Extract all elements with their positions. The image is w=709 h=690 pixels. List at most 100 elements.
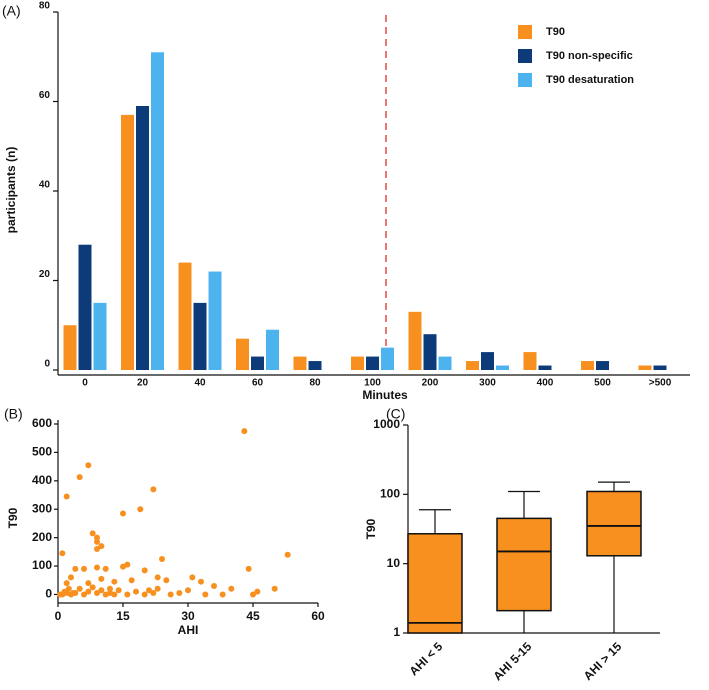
x-tick-label: AHI > 15 <box>581 639 625 683</box>
legend-label: T90 <box>546 26 565 38</box>
point <box>284 551 291 558</box>
point <box>241 428 248 435</box>
point <box>89 530 96 537</box>
panel-label: (A) <box>2 3 21 19</box>
point <box>219 591 226 598</box>
x-axis-title: AHI <box>178 623 199 637</box>
legend-label: T90 desaturation <box>546 74 634 86</box>
point <box>124 591 131 598</box>
x-tick-label: 15 <box>116 609 130 623</box>
bar <box>136 105 149 370</box>
legend-swatch <box>518 73 532 87</box>
bar <box>381 347 394 370</box>
y-tick-label: 1 <box>393 625 400 639</box>
x-tick-label: 500 <box>594 378 611 389</box>
point <box>159 555 165 562</box>
y-tick-label: 60 <box>39 90 51 101</box>
x-tick-label: >500 <box>649 378 672 389</box>
y-axis-title: participants (n) <box>4 147 18 234</box>
point <box>250 591 256 598</box>
y-tick-label: 200 <box>32 530 52 544</box>
bar <box>93 302 107 370</box>
bar <box>423 334 437 370</box>
point <box>146 587 152 594</box>
point <box>111 578 118 585</box>
point <box>154 574 161 581</box>
x-tick-label: 0 <box>55 609 62 623</box>
point <box>111 591 118 598</box>
point <box>189 574 196 581</box>
bar <box>581 361 594 370</box>
x-tick-label: 0 <box>82 378 88 389</box>
bar <box>178 262 192 370</box>
bar <box>408 311 422 370</box>
x-tick-label: 80 <box>309 378 321 389</box>
point <box>198 578 204 585</box>
bar <box>523 352 537 370</box>
point <box>76 474 83 481</box>
box <box>407 533 463 634</box>
point <box>63 580 70 587</box>
point <box>70 590 77 597</box>
point <box>185 587 191 594</box>
bar <box>351 356 364 370</box>
y-tick-label: 100 <box>32 558 52 572</box>
bar <box>366 356 379 370</box>
y-tick-label: 600 <box>32 416 52 430</box>
point <box>245 565 252 572</box>
point <box>150 590 157 597</box>
x-tick-label: AHI 5-15 <box>491 639 535 683</box>
bar <box>538 365 552 370</box>
point <box>72 565 79 572</box>
point <box>115 587 122 594</box>
y-tick-label: 400 <box>32 473 52 487</box>
y-axis-title: T90 <box>364 518 378 539</box>
y-tick-label: 10 <box>387 556 401 570</box>
legend-swatch <box>518 49 532 63</box>
point <box>163 577 170 584</box>
x-tick-label: AHI < 5 <box>406 639 445 678</box>
x-tick-label: 40 <box>194 378 206 389</box>
point <box>68 574 74 581</box>
point <box>57 591 64 598</box>
point <box>120 563 126 570</box>
point <box>98 543 105 550</box>
point <box>128 577 135 584</box>
point <box>63 493 70 500</box>
bar <box>63 325 77 370</box>
x-tick-label: 200 <box>422 378 439 389</box>
point <box>228 585 235 592</box>
box <box>496 517 552 612</box>
y-tick-label: 0 <box>44 359 50 370</box>
x-axis-title: Minutes <box>362 388 408 402</box>
point <box>133 588 139 595</box>
point <box>120 510 126 517</box>
point <box>137 506 144 513</box>
y-tick-label: 1000 <box>373 417 400 431</box>
point <box>271 585 278 592</box>
bar <box>596 361 609 370</box>
x-tick-label: 60 <box>252 378 264 389</box>
x-tick-label: 300 <box>479 378 496 389</box>
point <box>59 550 66 557</box>
y-tick-label: 40 <box>39 180 51 191</box>
bar <box>208 271 222 370</box>
y-tick-label: 100 <box>380 487 400 501</box>
point <box>211 582 217 589</box>
point <box>98 587 105 594</box>
y-tick-label: 20 <box>39 269 51 280</box>
point <box>65 585 72 592</box>
point <box>141 591 148 598</box>
legend-label: T90 non-specific <box>546 50 633 62</box>
point <box>94 546 100 553</box>
point <box>94 534 100 541</box>
panel-label: (B) <box>4 406 23 422</box>
panel-label: (C) <box>386 406 405 422</box>
point <box>94 538 100 545</box>
x-tick-label: 20 <box>137 378 149 389</box>
bar <box>193 302 207 370</box>
y-tick-label: 500 <box>32 445 52 459</box>
y-tick-label: 80 <box>39 1 51 12</box>
x-tick-label: 400 <box>537 378 554 389</box>
